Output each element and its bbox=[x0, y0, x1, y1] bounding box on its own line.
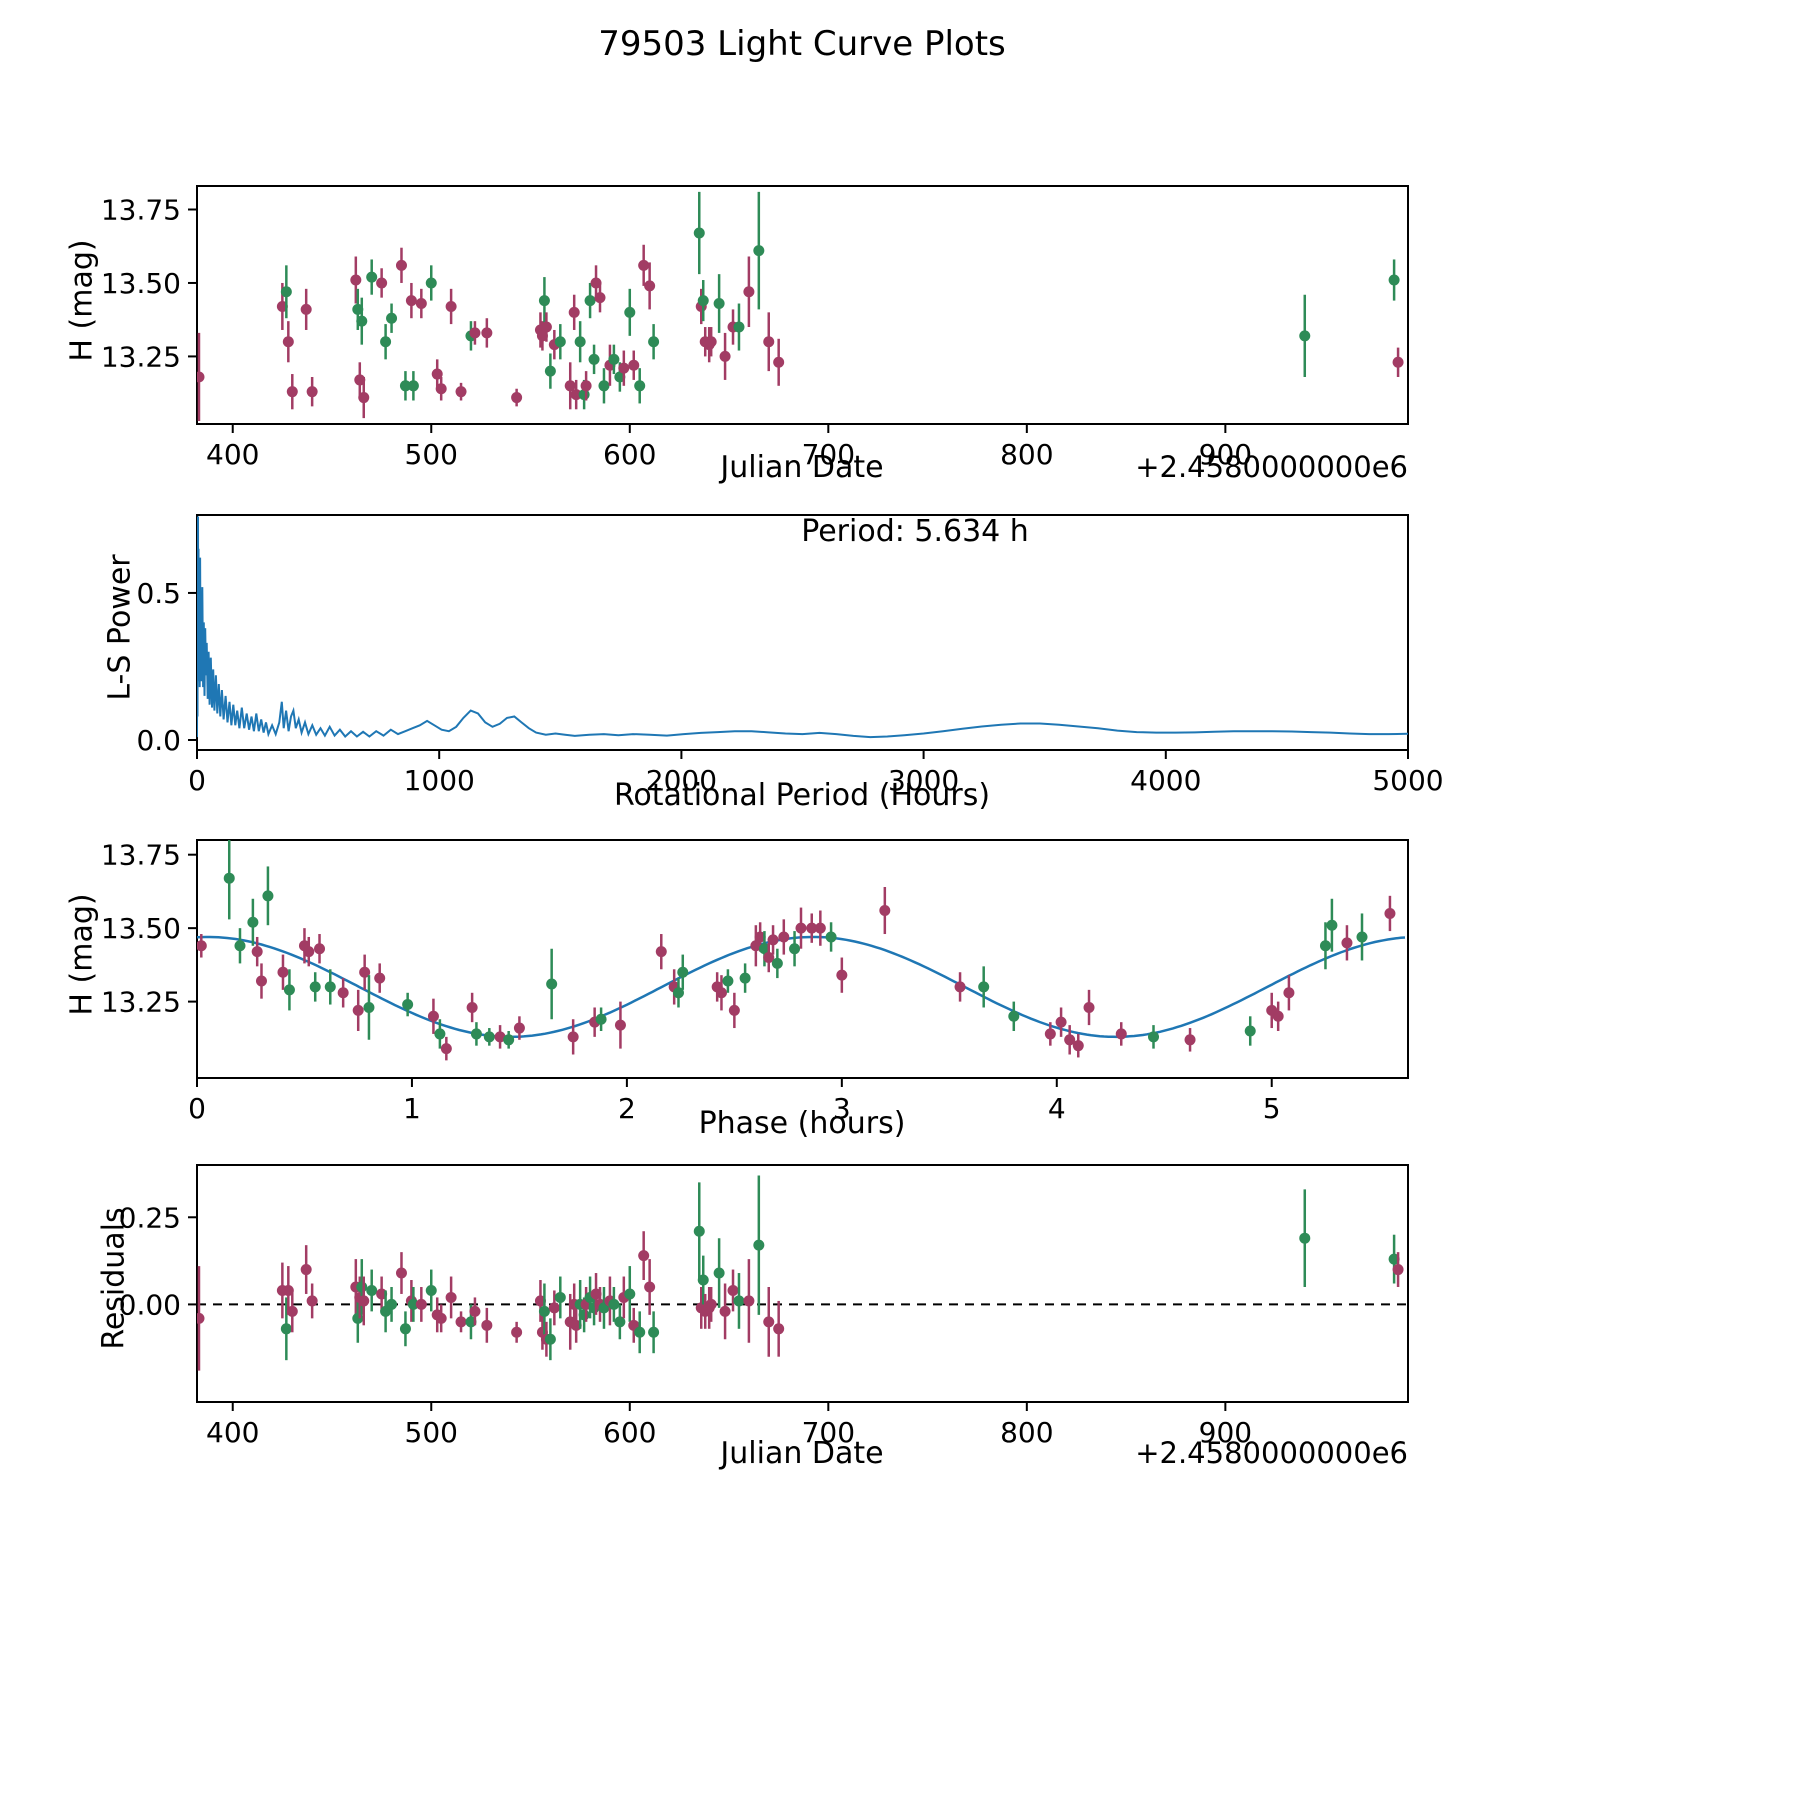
panel1-ylabel: H (mag) bbox=[64, 239, 100, 362]
panel4-xlabel: Julian Date bbox=[720, 1436, 884, 1471]
svg-text:0: 0 bbox=[188, 764, 206, 797]
panel4-offset-text: +2.4580000000e6 bbox=[1135, 1436, 1408, 1470]
svg-text:800: 800 bbox=[1000, 438, 1053, 471]
svg-text:500: 500 bbox=[405, 438, 458, 471]
svg-text:13.25: 13.25 bbox=[101, 340, 181, 373]
panel2-ylabel: L-S Power bbox=[102, 554, 138, 701]
panel1-xlabel: Julian Date bbox=[720, 450, 884, 485]
svg-text:0.0: 0.0 bbox=[136, 724, 181, 757]
svg-text:0.25: 0.25 bbox=[119, 1201, 181, 1234]
svg-text:3: 3 bbox=[833, 1092, 851, 1125]
svg-text:0.00: 0.00 bbox=[119, 1288, 181, 1321]
panel2-xlabel: Rotational Period (Hours) bbox=[613, 778, 991, 813]
svg-text:700: 700 bbox=[802, 1416, 855, 1449]
svg-text:600: 600 bbox=[603, 1416, 656, 1449]
svg-text:5: 5 bbox=[1263, 1092, 1281, 1125]
svg-text:2000: 2000 bbox=[646, 764, 717, 797]
svg-text:13.25: 13.25 bbox=[101, 986, 181, 1019]
svg-text:400: 400 bbox=[206, 1416, 259, 1449]
figure-title: 79503 Light Curve Plots bbox=[598, 24, 1006, 64]
svg-text:900: 900 bbox=[1199, 1416, 1252, 1449]
panel4-ylabel: Residuals bbox=[96, 1207, 132, 1350]
svg-text:1: 1 bbox=[403, 1092, 421, 1125]
svg-text:4: 4 bbox=[1048, 1092, 1066, 1125]
svg-text:700: 700 bbox=[802, 438, 855, 471]
svg-text:13.75: 13.75 bbox=[101, 839, 181, 872]
svg-text:900: 900 bbox=[1199, 438, 1252, 471]
panel3-ylabel: H (mag) bbox=[64, 893, 100, 1016]
svg-text:800: 800 bbox=[1000, 1416, 1053, 1449]
svg-text:13.50: 13.50 bbox=[101, 912, 181, 945]
svg-text:3000: 3000 bbox=[888, 764, 959, 797]
svg-text:0.5: 0.5 bbox=[136, 577, 181, 610]
panel1-offset-text: +2.4580000000e6 bbox=[1135, 450, 1408, 484]
svg-text:500: 500 bbox=[405, 1416, 458, 1449]
svg-text:1000: 1000 bbox=[404, 764, 475, 797]
svg-text:5000: 5000 bbox=[1372, 764, 1443, 797]
svg-text:4000: 4000 bbox=[1130, 764, 1201, 797]
svg-text:13.75: 13.75 bbox=[101, 194, 181, 227]
panel3-xlabel: Phase (hours) bbox=[698, 1106, 906, 1141]
period-annotation: Period: 5.634 h bbox=[801, 514, 1029, 549]
svg-text:2: 2 bbox=[618, 1092, 636, 1125]
svg-text:400: 400 bbox=[206, 438, 259, 471]
svg-text:0: 0 bbox=[188, 1092, 206, 1125]
svg-text:600: 600 bbox=[603, 438, 656, 471]
svg-text:13.50: 13.50 bbox=[101, 267, 181, 300]
